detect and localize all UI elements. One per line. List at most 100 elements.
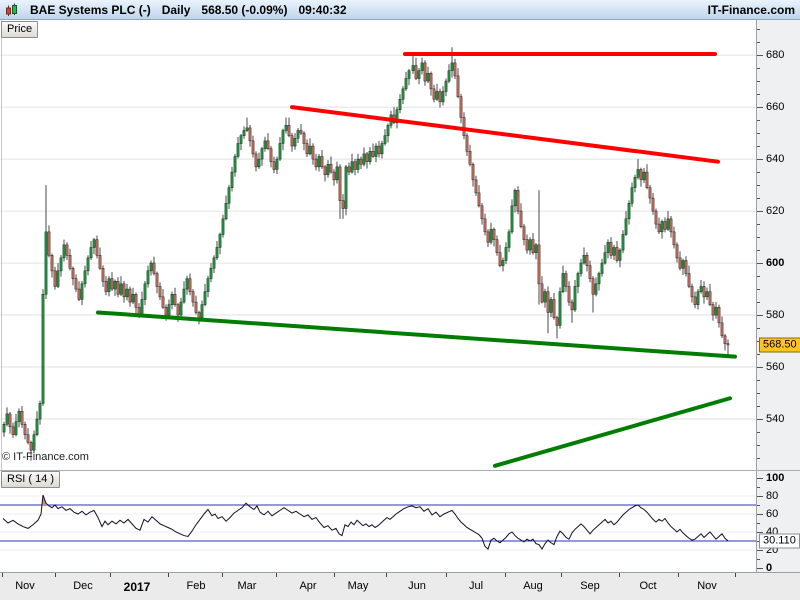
rsi-gridlines (0, 495, 756, 551)
date-tick (678, 573, 679, 577)
date-label: Oct (639, 580, 657, 592)
axis-tick (757, 380, 760, 382)
axis-tick-label: 620 (766, 205, 785, 218)
candlestick-series (2, 47, 730, 461)
axis-tick-label: 560 (766, 361, 785, 374)
axis-tick (757, 250, 760, 252)
axis-tick (757, 522, 760, 524)
date-tick (334, 573, 335, 577)
axis-tick (757, 289, 760, 291)
axis-tick (757, 505, 760, 506)
axis-tick-label: 80 (766, 490, 779, 502)
trend-line[interactable] (493, 396, 732, 468)
brand-label: IT-Finance.com (707, 2, 795, 17)
axis-tick-label: 100 (766, 472, 785, 485)
date-label: Aug (523, 580, 543, 592)
title-instrument: BAE Systems PLC (-) (30, 2, 151, 17)
axis-tick (757, 159, 763, 161)
axis-tick (757, 172, 760, 174)
date-tick (505, 573, 506, 577)
title-bar: BAE Systems PLC (-) Daily 568.50 (-0.09%… (0, 0, 800, 20)
title-timeframe: Daily (161, 2, 191, 17)
axis-tick (757, 120, 760, 122)
price-chart-plot[interactable] (0, 20, 756, 470)
rsi-tab[interactable]: RSI ( 14 ) (1, 471, 61, 488)
axis-tick (757, 531, 763, 533)
title-quote: 568.50 (-0.09%) (201, 2, 288, 17)
axis-tick (757, 29, 760, 31)
trend-line[interactable] (290, 105, 720, 164)
axis-tick (757, 328, 760, 330)
axis-tick (757, 133, 760, 135)
date-label: Apr (299, 580, 317, 592)
axis-tick (757, 211, 763, 213)
rsi-overbought-fill (41, 495, 248, 505)
axis-tick (757, 315, 763, 317)
date-label: Nov (15, 580, 35, 592)
date-tick (276, 573, 277, 577)
rsi-value-badge: 30.110 (759, 533, 800, 549)
axis-tick (757, 406, 760, 408)
date-label: 2017 (123, 580, 151, 594)
candlestick-icon (6, 3, 17, 16)
axis-tick (757, 354, 760, 356)
axis-tick (757, 146, 760, 148)
date-tick (386, 573, 387, 577)
axis-tick-label: 60 (766, 507, 779, 520)
axis-tick-label: 600 (766, 257, 785, 270)
axis-tick (757, 341, 760, 343)
price-tab[interactable]: Price (1, 21, 39, 38)
axis-tick (757, 302, 760, 304)
axis-tick (757, 237, 760, 239)
date-tick (168, 573, 169, 577)
axis-tick (757, 458, 760, 460)
price-axis[interactable]: 568.50 680 660 640 620 600 580 560 540 (756, 20, 800, 470)
price-gridlines (0, 20, 756, 470)
date-tick (735, 573, 736, 577)
axis-tick (757, 540, 760, 542)
axis-tick (757, 55, 763, 57)
axis-tick (757, 445, 760, 447)
date-tick (2, 573, 3, 577)
rsi-line (2, 494, 729, 551)
date-tick (561, 573, 562, 577)
trend-lines[interactable] (96, 52, 737, 468)
watermark: © IT-Finance.com (2, 451, 89, 463)
axis-tick (757, 263, 763, 265)
axis-tick (757, 513, 763, 515)
date-tick (55, 573, 56, 577)
date-tick (446, 573, 447, 577)
date-tick (222, 573, 223, 577)
axis-tick (757, 68, 760, 70)
axis-tick (757, 81, 760, 83)
rsi-indicator-plot[interactable] (0, 470, 756, 572)
title-time: 09:40:32 (298, 2, 347, 17)
axis-tick (757, 94, 760, 96)
axis-tick (757, 367, 763, 369)
date-label: Mar (237, 580, 257, 592)
rsi-axis[interactable]: 30.110 100 80 60 40 20 0 (756, 470, 800, 574)
date-label: Dec (73, 580, 93, 592)
date-tick (110, 573, 111, 577)
axis-tick (757, 276, 760, 278)
axis-tick-label: 580 (766, 309, 785, 322)
date-label: Jun (408, 580, 426, 592)
axis-tick-label: 660 (766, 101, 785, 114)
date-axis[interactable]: Nov Dec 2017 Feb Mar Apr May Jun Jul Aug Sep Oct Nov (0, 572, 800, 600)
date-label: Sep (580, 580, 600, 592)
axis-tick-label: 0 (766, 561, 773, 574)
date-label: Nov (697, 580, 717, 592)
axis-tick (757, 567, 763, 569)
axis-tick (757, 478, 763, 480)
axis-tick-label: 640 (766, 153, 785, 166)
axis-tick (757, 487, 760, 488)
trend-line[interactable] (96, 310, 737, 359)
axis-tick-label: 680 (766, 49, 785, 62)
axis-tick (757, 198, 760, 200)
axis-tick (757, 393, 760, 395)
date-label: Feb (186, 580, 206, 592)
axis-tick (757, 107, 763, 109)
date-tick (619, 573, 620, 577)
axis-tick-label: 540 (766, 413, 785, 426)
